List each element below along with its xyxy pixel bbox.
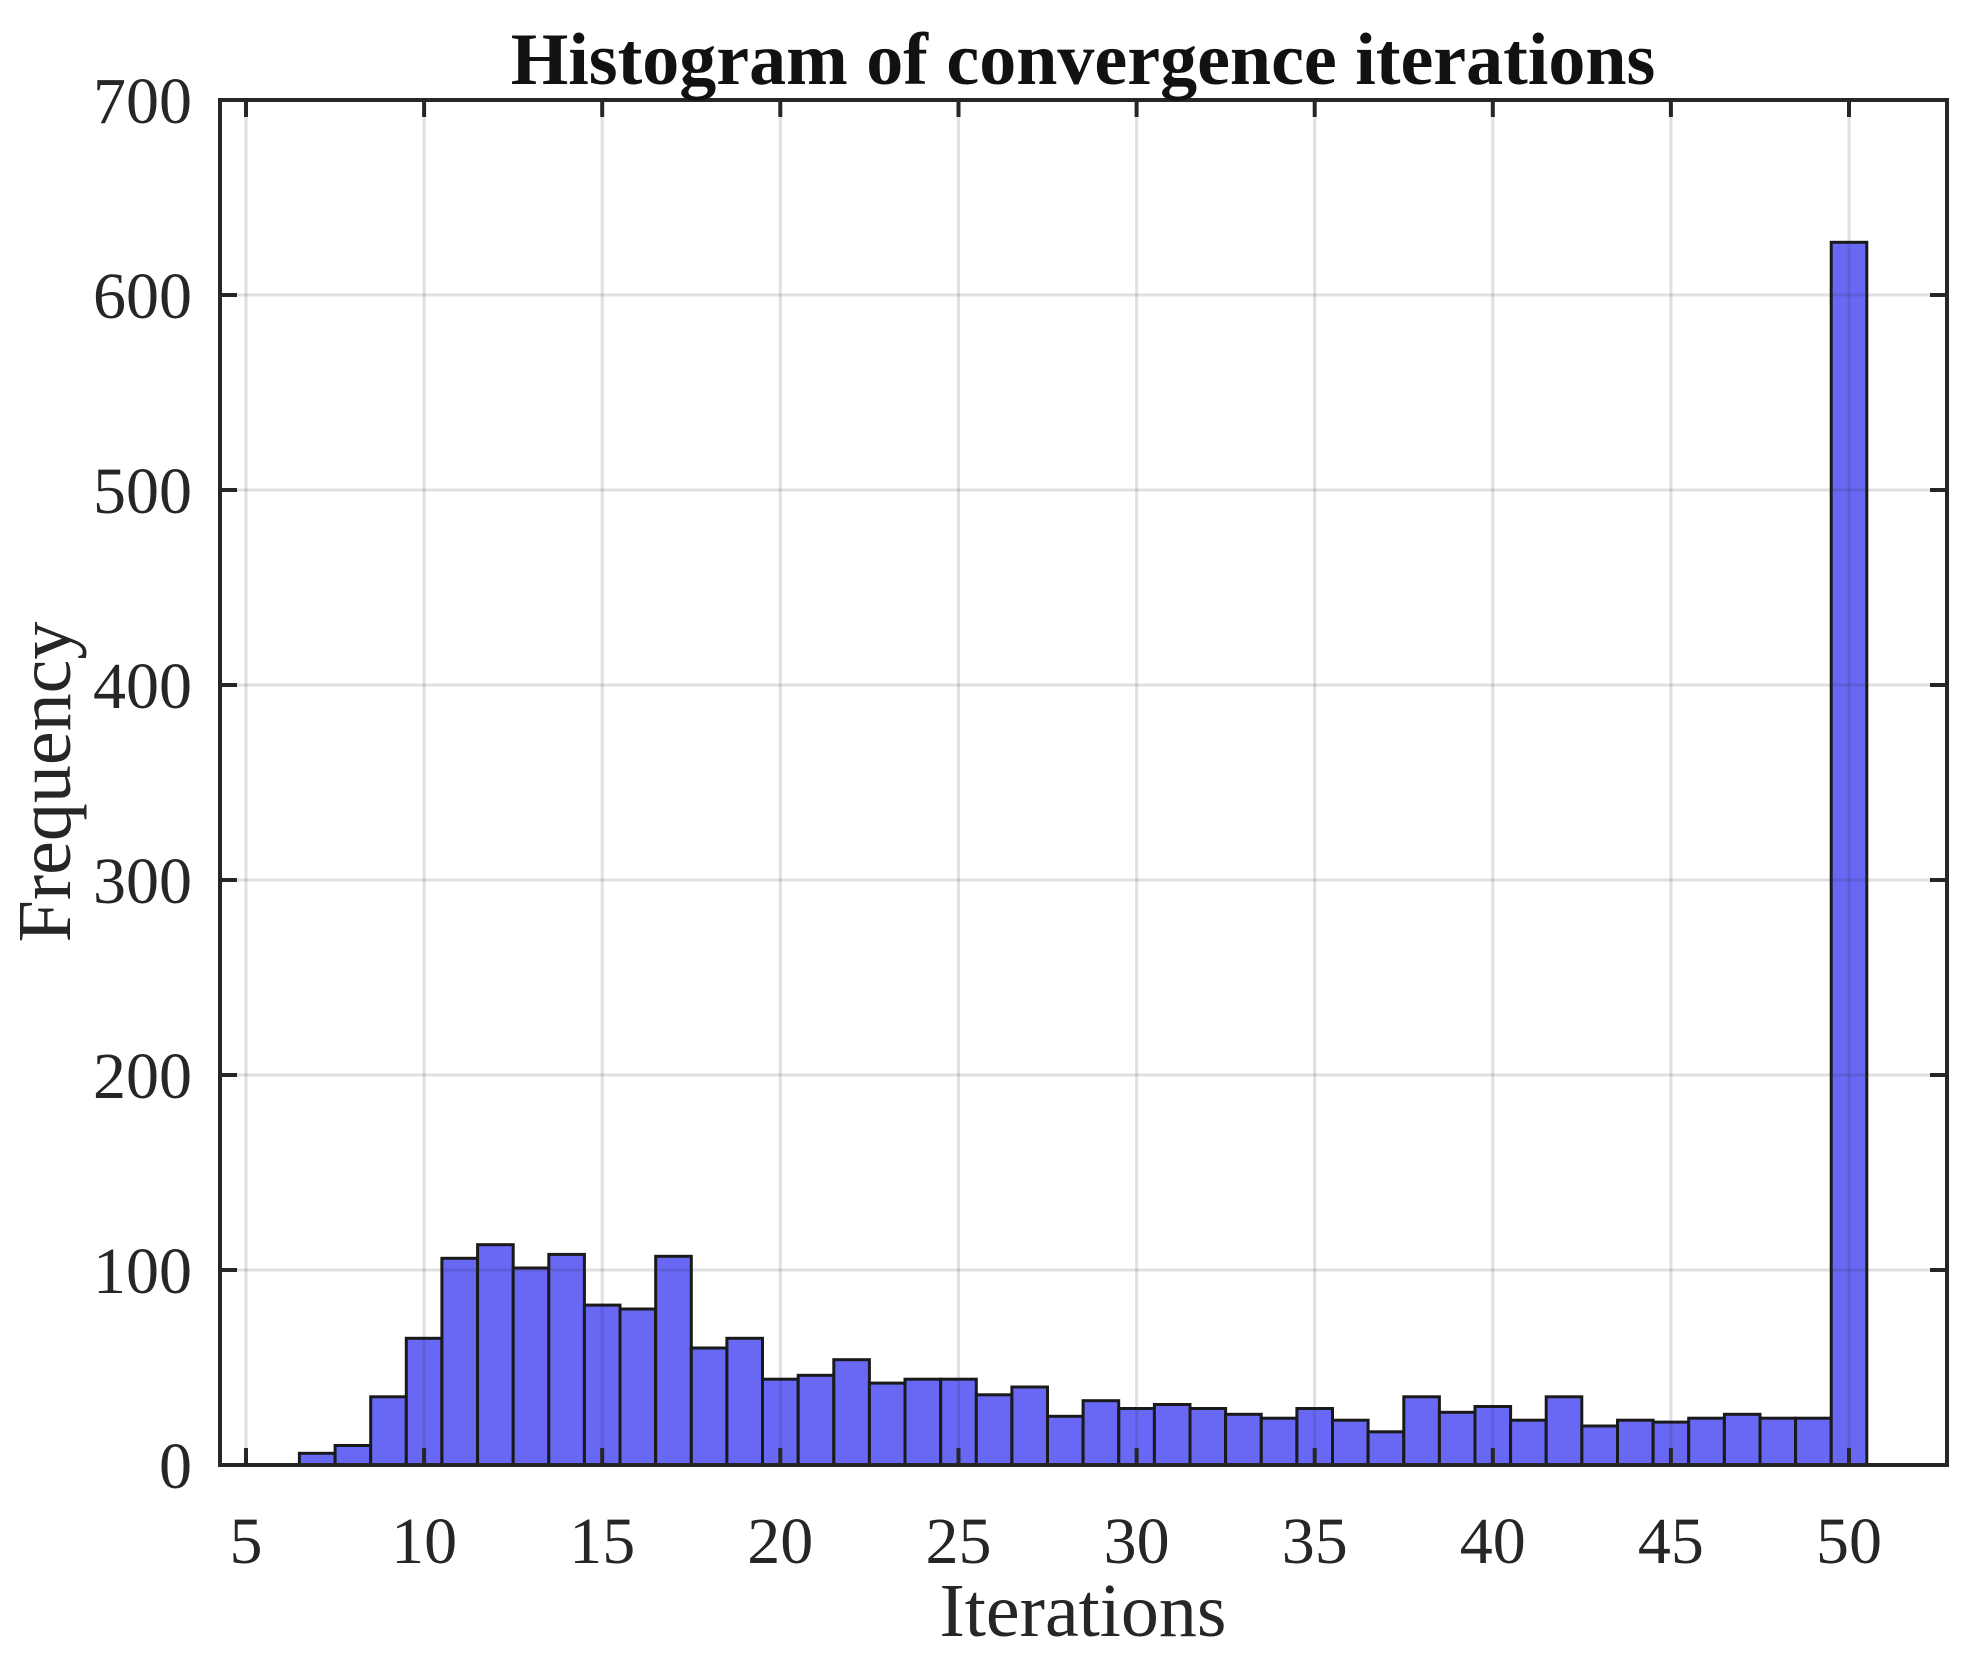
x-tick-label: 50 [1816,1505,1882,1578]
plot-area [220,100,1947,1465]
histogram-bar [440,1256,479,1467]
histogram-bar [796,1373,836,1467]
histogram-bar [1295,1407,1335,1467]
y-tick-label: 100 [93,1235,192,1308]
histogram-bar [1046,1414,1085,1467]
y-tick-label: 400 [93,650,192,723]
y-tick-label: 200 [93,1040,192,1113]
histogram-bar [1758,1416,1798,1467]
histogram-bar [1509,1418,1548,1467]
histogram-bar [1722,1412,1762,1467]
x-tick-label: 20 [747,1505,813,1578]
y-tick-label: 300 [93,845,192,918]
bars-group [297,240,1869,1467]
histogram-bar [654,1254,693,1467]
y-tick-labels: 0 100 200 300 400 500 600 700 [93,65,192,1503]
y-axis-label: Frequency [3,622,87,943]
histogram-bar [476,1243,515,1467]
y-tick-label: 600 [93,260,192,333]
histogram-bar [511,1266,551,1467]
histogram-bar [1224,1412,1263,1467]
histogram-bar [867,1381,907,1467]
histogram-bar [1188,1407,1228,1467]
histogram-bar [1152,1403,1192,1467]
histogram-bar [404,1336,444,1467]
y-tick-label: 500 [93,455,192,528]
x-tick-label: 5 [230,1505,263,1578]
x-tick-labels: 5 10 15 20 25 30 35 40 45 50 [230,1505,1883,1578]
x-tick-label: 30 [1104,1505,1170,1578]
histogram-bar [832,1358,871,1467]
histogram-bar [1580,1424,1620,1467]
histogram-bar [1437,1410,1477,1467]
histogram-bar [618,1307,658,1467]
histogram-bar [1544,1395,1584,1467]
histogram-bar [1616,1418,1655,1467]
axes-box [218,98,1949,1467]
x-tick-label: 45 [1638,1505,1704,1578]
histogram-bar [1794,1416,1833,1467]
histogram-bar [689,1346,729,1467]
histogram-bar [1331,1418,1370,1467]
histogram-bar [333,1444,373,1467]
x-tick-label: 25 [926,1505,992,1578]
histogram-bar [547,1252,586,1467]
histogram-bar [1366,1430,1406,1467]
x-tick-label: 10 [391,1505,457,1578]
x-tick-label: 15 [569,1505,635,1578]
y-tick-label: 700 [93,65,192,138]
histogram-bar [1081,1399,1121,1467]
histogram-bar [725,1336,765,1467]
histogram-bar [903,1377,943,1467]
chart-title: Histogram of convergence iterations [511,19,1656,101]
histogram-bar [1687,1416,1726,1467]
x-tick-label: 40 [1460,1505,1526,1578]
y-tick-label: 0 [159,1430,192,1503]
histogram-bar [1402,1395,1441,1467]
histogram-bar [1259,1416,1299,1467]
x-axis-label: Iterations [939,1569,1226,1653]
histogram-bar [1010,1385,1050,1467]
histogram-bar [369,1395,408,1467]
x-tick-label: 35 [1282,1505,1348,1578]
histogram-bar [974,1393,1014,1467]
grid-group [220,100,1947,1465]
